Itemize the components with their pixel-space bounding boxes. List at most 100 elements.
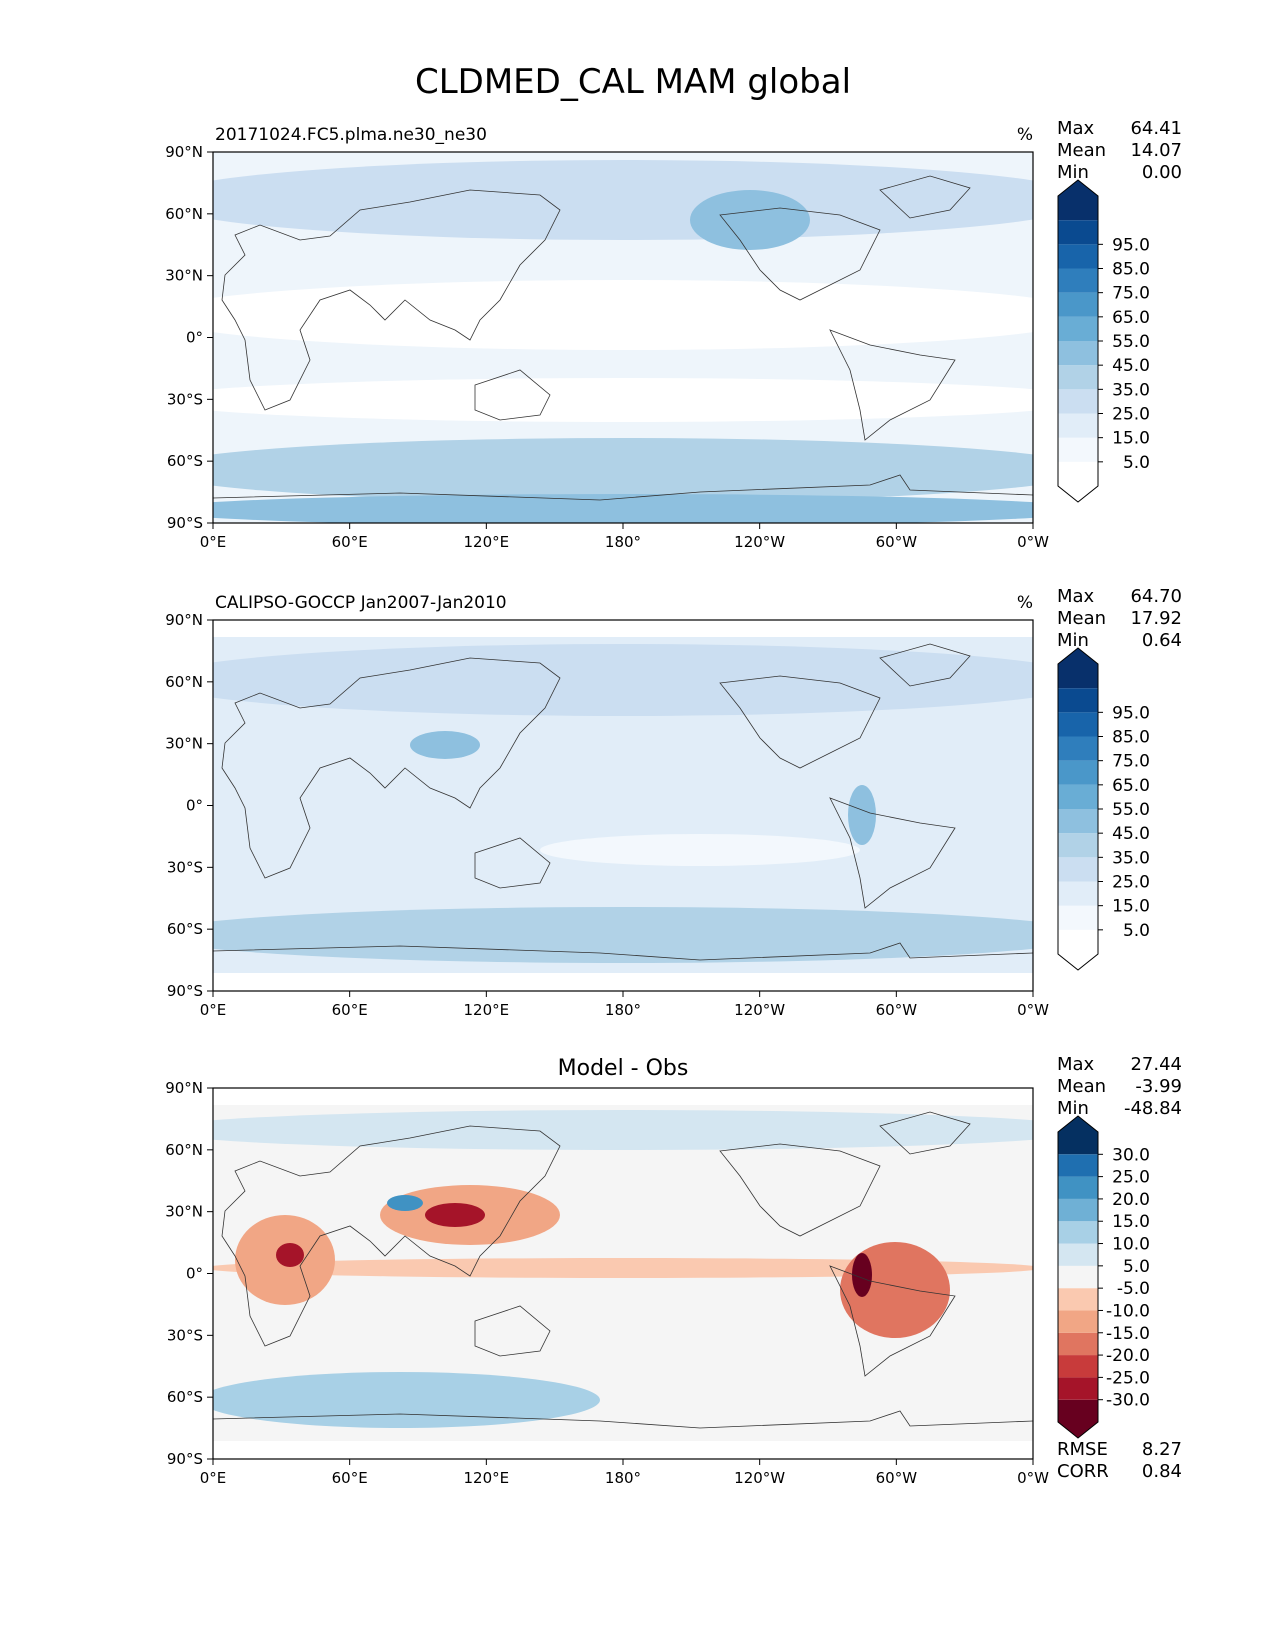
x-tick-label: 120°E bbox=[464, 1001, 510, 1019]
anomaly-tibet-plateau bbox=[387, 1195, 423, 1211]
x-tick-label: 180° bbox=[605, 1469, 641, 1487]
x-tick-label: 0°W bbox=[1017, 533, 1049, 551]
colorbar-tick-label: 5.0 bbox=[1123, 453, 1150, 473]
x-tick-label: 60°E bbox=[332, 1001, 368, 1019]
colorbar-tick-label: 45.0 bbox=[1112, 356, 1150, 376]
colorbar-tick-label: -10.0 bbox=[1106, 1301, 1150, 1321]
colorbar-tick-label: 15.0 bbox=[1112, 1212, 1150, 1232]
colorbar-tick-label: 25.0 bbox=[1112, 873, 1150, 893]
colorbar-segment-min-extend bbox=[1058, 929, 1098, 970]
colorbar-tick-label: 45.0 bbox=[1112, 824, 1150, 844]
colorbar: -30.0 -25.0-20.0-15.0 -10.0-5.05.010.0 15.0… bbox=[1057, 1115, 1150, 1439]
colorbar-segment bbox=[1058, 1288, 1098, 1311]
coastlines bbox=[213, 1111, 1033, 1429]
x-tick-label: 0°E bbox=[200, 533, 227, 551]
band-north-pacific bbox=[690, 190, 810, 250]
colorbar-tick-label: 85.0 bbox=[1112, 260, 1150, 280]
colorbar-segment-max-extend bbox=[1058, 1116, 1098, 1155]
stat-value-min: -48.84 bbox=[1124, 1098, 1182, 1119]
colorbar-segment bbox=[1058, 1355, 1098, 1378]
colorbar-tick-label: 95.0 bbox=[1112, 235, 1150, 255]
colorbar-segment bbox=[1058, 1221, 1098, 1244]
band-andes bbox=[848, 785, 876, 845]
x-tick-label: 180° bbox=[605, 1001, 641, 1019]
colorbar-segment bbox=[1058, 688, 1098, 713]
colorbar-segment bbox=[1058, 316, 1098, 341]
figure-title: CLDMED_CAL MAM global bbox=[415, 62, 851, 102]
stat-label-mean: Mean bbox=[1057, 608, 1106, 629]
colorbar-segment bbox=[1058, 341, 1098, 366]
stat-value-max: 27.44 bbox=[1130, 1054, 1182, 1075]
colorbar-segment-max-extend bbox=[1058, 648, 1098, 689]
colorbar: 5.0 15.0 25.0 35.0 45.0 55.0 65.0 75.0 85.0 95.0 bbox=[1057, 179, 1150, 503]
stat-label-mean: Mean bbox=[1057, 140, 1106, 161]
panel-reference-obs: CALIPSO-GOCCP Jan2007-Jan2010 % Max 64.7… bbox=[165, 586, 1182, 1019]
stat-label-min: Min bbox=[1057, 630, 1089, 651]
colorbar-tick-label: -30.0 bbox=[1106, 1391, 1150, 1411]
colorbar-tick-label: 75.0 bbox=[1112, 752, 1150, 772]
colorbar-segment bbox=[1058, 784, 1098, 809]
colorbar-segment bbox=[1058, 1332, 1098, 1356]
colorbar-segment-max-extend bbox=[1058, 180, 1098, 221]
stat-label-min: Min bbox=[1057, 162, 1089, 183]
x-tick-label: 0°W bbox=[1017, 1469, 1049, 1487]
colorbar-segment-min-extend bbox=[1058, 1399, 1098, 1438]
colorbar-segment bbox=[1058, 1198, 1098, 1222]
anomaly-asia-core bbox=[425, 1203, 485, 1227]
anomaly-southern-ocean bbox=[213, 1372, 600, 1428]
y-tick-label: 90°N bbox=[165, 143, 203, 161]
band-southern-ocean bbox=[213, 438, 1033, 502]
colorbar-segment bbox=[1058, 857, 1098, 882]
colorbar-tick-label: 30.0 bbox=[1112, 1145, 1150, 1165]
x-tick-label: 120°W bbox=[734, 1469, 785, 1487]
colorbar-segment bbox=[1058, 1310, 1098, 1333]
colorbar-segment-min-extend bbox=[1058, 461, 1098, 502]
colorbar-segment bbox=[1058, 1265, 1098, 1289]
map-field bbox=[213, 620, 1033, 991]
x-tick-label: 60°W bbox=[876, 533, 918, 551]
stat-value-mean: 14.07 bbox=[1130, 140, 1182, 161]
stat-value-max: 64.70 bbox=[1130, 586, 1182, 607]
y-tick-label: 0° bbox=[186, 1265, 203, 1283]
x-tick-label: 120°W bbox=[734, 533, 785, 551]
y-tick-label: 30°S bbox=[167, 858, 203, 876]
anomaly-itcz bbox=[213, 1258, 1033, 1278]
panel-test-model: 20171024.FC5.plma.ne30_ne30 % Max 64.41 … bbox=[165, 118, 1182, 551]
colorbar-segment bbox=[1058, 244, 1098, 269]
colorbar-tick-label: -15.0 bbox=[1106, 1324, 1150, 1344]
y-axis: 90°N 60°N 30°N 0° 30°S 60°S 90°S bbox=[165, 1079, 213, 1468]
y-tick-label: 60°S bbox=[167, 452, 203, 470]
colorbar-tick-label: 35.0 bbox=[1112, 848, 1150, 868]
band-northern-midlat bbox=[213, 644, 1033, 716]
stat-label-corr: CORR bbox=[1057, 1461, 1109, 1482]
y-tick-label: 90°N bbox=[165, 611, 203, 629]
y-axis: 90°N 60°N 30°N 0° 30°S 60°S 90°S bbox=[165, 611, 213, 1000]
colorbar-tick-label: -20.0 bbox=[1106, 1346, 1150, 1366]
stat-label-max: Max bbox=[1057, 118, 1095, 139]
panel-title-left: CALIPSO-GOCCP Jan2007-Jan2010 bbox=[215, 593, 507, 613]
x-tick-label: 60°E bbox=[332, 1469, 368, 1487]
stat-value-max: 64.41 bbox=[1130, 118, 1182, 139]
band-subtropics bbox=[213, 280, 1033, 350]
colorbar: 5.0 15.0 25.0 35.0 45.0 55.0 65.0 75.0 85.0 95.0 bbox=[1057, 647, 1150, 971]
stat-value-min: 0.00 bbox=[1142, 162, 1182, 183]
colorbar-segment bbox=[1058, 736, 1098, 761]
band-northern-midlat bbox=[213, 160, 1033, 240]
colorbar-tick-label: 15.0 bbox=[1112, 897, 1150, 917]
y-tick-label: 90°S bbox=[167, 1450, 203, 1468]
colorbar-segment bbox=[1058, 437, 1098, 462]
colorbar-tick-label: 25.0 bbox=[1112, 1168, 1150, 1188]
stat-value-min: 0.64 bbox=[1142, 630, 1182, 651]
x-axis: 0°E 60°E 120°E 180° 120°W 60°W 0°W bbox=[200, 1459, 1049, 1487]
y-tick-label: 0° bbox=[186, 329, 203, 347]
colorbar-segment bbox=[1058, 760, 1098, 785]
colorbar-segment bbox=[1058, 292, 1098, 317]
panel-difference: Model - Obs Max 27.44 Mean -3.99 Min -48… bbox=[165, 1054, 1182, 1487]
y-tick-label: 30°S bbox=[167, 1326, 203, 1344]
band-subtropics-south bbox=[540, 834, 860, 866]
y-tick-label: 60°S bbox=[167, 920, 203, 938]
y-tick-label: 30°S bbox=[167, 390, 203, 408]
x-tick-label: 0°W bbox=[1017, 1001, 1049, 1019]
coastlines bbox=[213, 175, 1033, 501]
panel-title-left: 20171024.FC5.plma.ne30_ne30 bbox=[215, 125, 487, 145]
